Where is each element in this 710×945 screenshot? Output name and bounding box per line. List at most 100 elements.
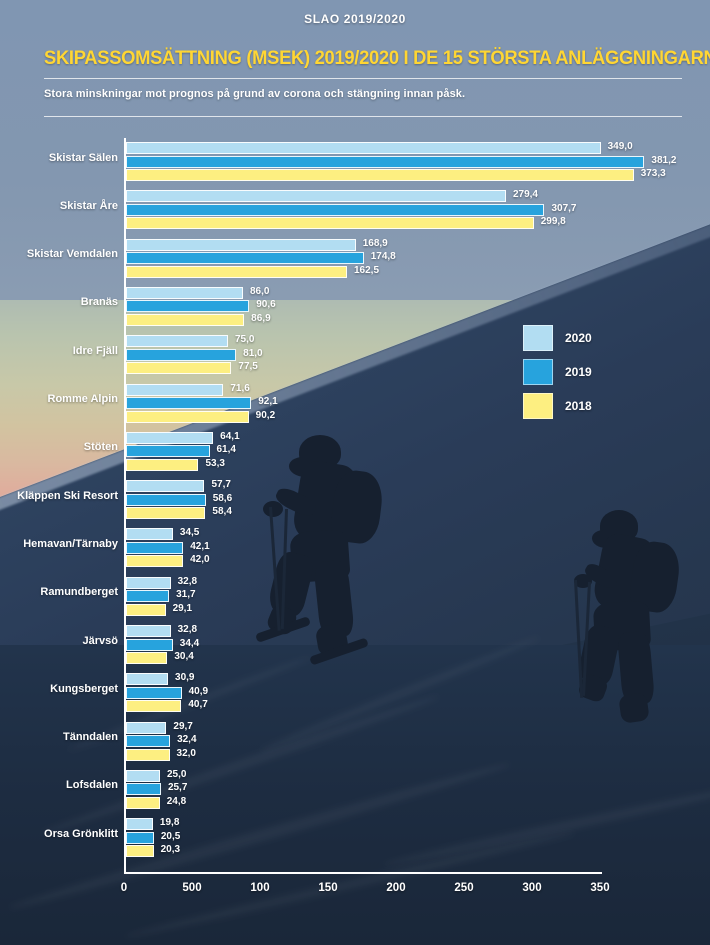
bar-row: 168,9 — [126, 238, 686, 251]
bar-2020 — [126, 142, 601, 154]
bar-2019 — [126, 155, 645, 168]
bar-row: 162,5 — [126, 264, 686, 278]
x-tick-label: 500 — [182, 882, 202, 894]
bar-group: Kungsberget 30,9 40,9 40,7 — [0, 672, 710, 713]
bar-value-label: 24,8 — [166, 795, 187, 807]
bar-value-label: 30,9 — [175, 672, 195, 684]
bar-2018 — [126, 603, 166, 616]
page-title: SKIPASSOMSÄTTNING (MSEK) 2019/2020 I DE … — [44, 47, 710, 69]
divider-top — [44, 78, 682, 79]
bar-2020 — [126, 528, 173, 541]
bar-row: 32,0 — [126, 747, 686, 761]
bar-row: 307,7 — [126, 203, 686, 216]
bar-value-label: 174,8 — [370, 251, 396, 263]
bar-value-label: 90,6 — [256, 299, 276, 311]
bar-row: 90,2 — [126, 410, 686, 423]
bar-2019 — [126, 493, 206, 506]
bar-row: 92,1 — [126, 396, 686, 409]
bar-2020 — [126, 673, 169, 686]
bar-value-label: 42,1 — [190, 540, 210, 552]
bar-row: 86,0 — [126, 286, 686, 299]
bar-value-label: 32,8 — [177, 624, 198, 635]
bar-value-label: 31,7 — [176, 589, 196, 601]
bar-row: 30,9 — [126, 672, 686, 686]
bar-2019 — [126, 397, 252, 409]
bar-group: Idre Fjäll 75,0 81,0 77,5 — [0, 334, 710, 375]
legend-swatch — [523, 393, 553, 419]
bar-value-label: 162,5 — [354, 264, 380, 276]
category-label: Kläppen Ski Resort — [17, 489, 118, 502]
x-tick-label: 100 — [250, 882, 270, 894]
bar-value-label: 42,0 — [190, 554, 210, 566]
bar-2020 — [126, 769, 160, 782]
bar-group: Ramundberget 32,8 31,7 29,1 — [0, 575, 710, 616]
bar-value-label: 64,1 — [220, 430, 240, 442]
bar-value-label: 29,1 — [172, 602, 193, 614]
category-label: Skistar Åre — [59, 199, 118, 212]
x-tick-label: 150 — [318, 882, 338, 894]
bar-group: Stöten 64,1 61,4 53,3 — [0, 430, 710, 471]
bar-chart: Skistar Sälen 349,0 381,2 373,3 Skistar Åre 2… — [0, 130, 710, 894]
bar-value-label: 57,7 — [211, 479, 231, 491]
bar-row: 42,0 — [126, 554, 686, 568]
bar-2019 — [126, 686, 182, 699]
bar-row: 19,8 — [126, 817, 686, 831]
bar-row: 32,8 — [126, 624, 686, 637]
bar-2018 — [126, 845, 154, 858]
bar-group: Orsa Grönklitt 19,8 20,5 20,3 — [0, 817, 710, 858]
bar-row: 64,1 — [126, 430, 686, 444]
bar-row: 90,6 — [126, 299, 686, 313]
bar-2019 — [126, 638, 173, 651]
chart-legend: 2020 2019 2018 — [523, 325, 643, 427]
legend-swatch — [523, 325, 553, 351]
y-axis-line — [124, 138, 126, 874]
bar-2019 — [126, 300, 250, 313]
bar-2020 — [126, 335, 228, 348]
bar-group: Järvsö 32,8 34,4 30,4 — [0, 624, 710, 664]
bar-value-label: 40,7 — [188, 699, 208, 711]
bar-group: Kläppen Ski Resort 57,7 58,6 58,4 — [0, 479, 710, 520]
bar-2018 — [126, 507, 206, 520]
bar-value-label: 32,0 — [176, 747, 196, 759]
category-label: Branäs — [80, 296, 118, 309]
bar-value-label: 32,8 — [177, 575, 198, 587]
category-label: Orsa Grönklitt — [44, 827, 118, 840]
bar-value-label: 25,7 — [167, 782, 188, 794]
legend-label: 2018 — [565, 399, 592, 413]
category-label: Skistar Vemdalen — [26, 248, 118, 261]
legend-label: 2020 — [565, 331, 592, 345]
bar-value-label: 19,8 — [159, 817, 180, 829]
category-label: Järvsö — [82, 634, 118, 647]
bar-2018 — [126, 169, 634, 181]
bar-row: 20,3 — [126, 844, 686, 858]
bar-value-label: 32,4 — [177, 734, 197, 746]
bar-value-label: 34,4 — [179, 637, 200, 649]
bar-row: 34,5 — [126, 527, 686, 541]
bar-row: 31,7 — [126, 589, 686, 603]
bar-row: 53,3 — [126, 458, 686, 471]
bar-2020 — [126, 286, 243, 299]
bar-row: 32,4 — [126, 734, 686, 748]
bar-2020 — [126, 190, 506, 203]
category-label: Kungsberget — [50, 682, 118, 695]
bar-value-label: 34,5 — [179, 527, 200, 539]
category-label: Idre Fjäll — [72, 344, 118, 357]
bar-2018 — [126, 217, 534, 230]
bar-value-label: 381,2 — [651, 154, 677, 166]
category-label: Stöten — [83, 441, 118, 454]
x-axis-line — [124, 872, 602, 874]
bar-2019 — [126, 831, 154, 844]
bar-row: 42,1 — [126, 540, 686, 554]
bar-value-label: 77,5 — [238, 361, 258, 373]
bar-value-label: 86,9 — [251, 312, 271, 324]
legend-item-2019: 2019 — [523, 359, 643, 393]
bar-group: Romme Alpin 71,6 92,1 90,2 — [0, 383, 710, 423]
bar-group: Lofsdalen 25,0 25,7 24,8 — [0, 769, 710, 809]
x-tick-label: 200 — [386, 882, 406, 894]
bar-row: 279,4 — [126, 189, 686, 203]
bar-2018 — [126, 410, 249, 423]
bar-row: 29,1 — [126, 602, 686, 616]
bar-row: 58,6 — [126, 493, 686, 506]
bar-row: 71,6 — [126, 383, 686, 396]
bar-2019 — [126, 541, 184, 554]
